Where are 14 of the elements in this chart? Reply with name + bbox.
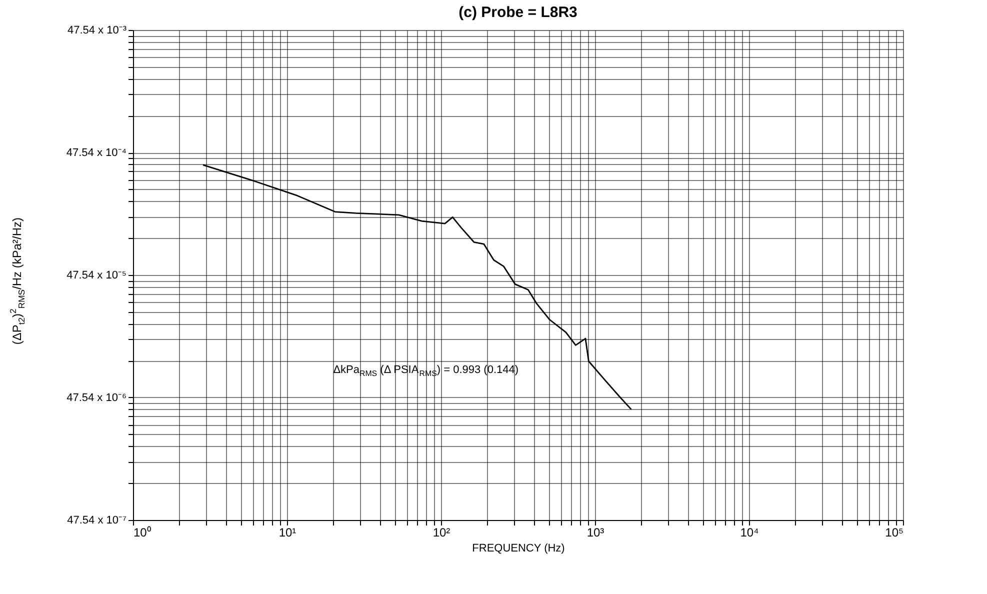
y-tick-label: 47.54 x 10⁻³ (67, 24, 127, 36)
chart-title: (c) Probe = L8R3 (458, 4, 578, 21)
x-tick-label: 10⁴ (740, 526, 759, 540)
x-tick-label: 10³ (586, 526, 604, 540)
y-tick-label: 47.54 x 10⁻⁴ (66, 147, 127, 159)
x-tick-label: 10⁵ (885, 526, 904, 540)
y-tick-label: 47.54 x 10⁻⁷ (67, 514, 127, 526)
x-tick-label: 10⁰ (134, 526, 151, 540)
y-axis-title: (ΔPt2)2RMS/Hz (kPa²/Hz) (8, 217, 26, 345)
y-tick-label: 47.54 x 10⁻⁶ (66, 392, 126, 404)
x-axis-title: FREQUENCY (Hz) (472, 542, 565, 554)
y-tick-label: 47.54 x 10⁻⁵ (66, 270, 126, 282)
x-tick-label: 10¹ (278, 526, 296, 540)
x-tick-label: 10² (432, 526, 450, 540)
